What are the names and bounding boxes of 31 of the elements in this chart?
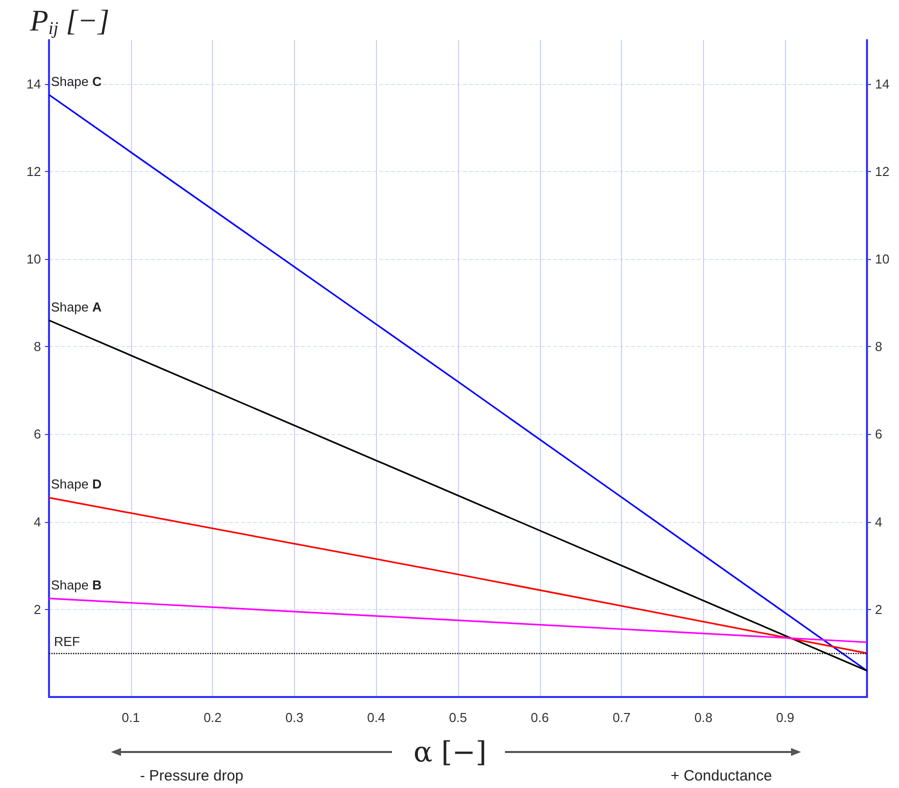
y-tick-label: 14 xyxy=(26,76,41,92)
series-label: Shape B xyxy=(51,577,102,592)
series-label: Shape A xyxy=(51,299,102,314)
series-label: Shape C xyxy=(51,74,102,89)
text: + Conductance xyxy=(670,768,772,784)
x-tick-label: 0.8 xyxy=(694,710,712,725)
y2-tick-label: 4 xyxy=(875,514,882,530)
y2-tick-label: 14 xyxy=(875,76,890,92)
x-tick-label: 0.1 xyxy=(122,710,140,725)
y2-tick-label: 12 xyxy=(875,164,890,179)
y2-tick-label: 6 xyxy=(875,426,882,442)
x-tick-label: 0.9 xyxy=(776,710,794,725)
x-tick-label: 0.2 xyxy=(204,710,222,725)
text: - Pressure drop xyxy=(140,768,244,784)
y2-tick-label: 2 xyxy=(875,602,882,617)
x-tick-label: 0.7 xyxy=(612,710,631,725)
x-tick-label: 0.3 xyxy=(285,710,304,725)
ref-line-label: REF xyxy=(54,634,80,650)
y-tick-label: 8 xyxy=(34,339,41,354)
x-axis-title: α [−] xyxy=(413,736,487,768)
y2-tick-label: 10 xyxy=(875,252,890,266)
y-tick-label: 12 xyxy=(26,164,41,179)
y-tick-label: 10 xyxy=(26,252,41,266)
y2-tick-label: 8 xyxy=(875,339,882,354)
x-tick-label: 0.5 xyxy=(448,710,468,725)
y-tick-label: 4 xyxy=(34,514,41,530)
y-tick-label: 2 xyxy=(34,602,41,617)
x-tick-label: 0.4 xyxy=(367,710,386,725)
y-tick-label: 6 xyxy=(34,426,41,442)
series-label: Shape D xyxy=(51,476,102,492)
x-tick-label: 0.6 xyxy=(530,710,549,725)
